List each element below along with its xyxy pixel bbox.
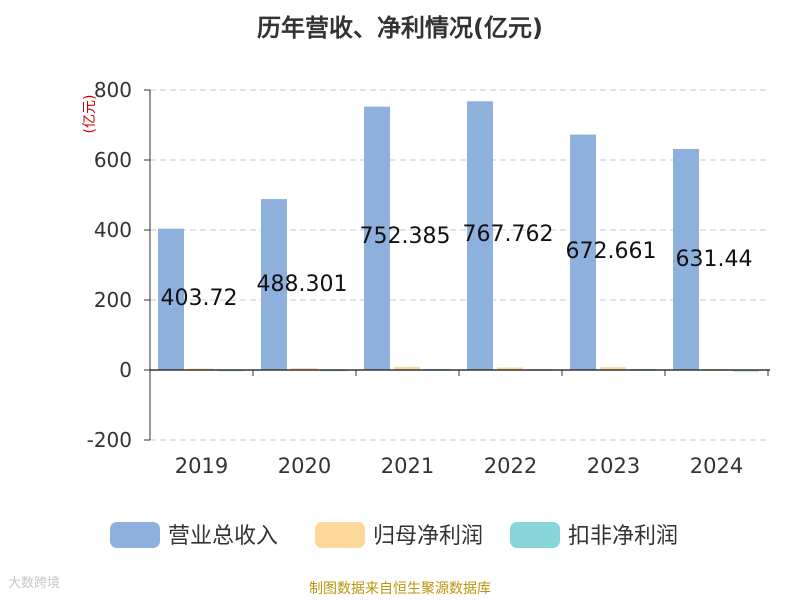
data-label: 403.72 bbox=[161, 286, 238, 311]
bar-0-2021 bbox=[364, 106, 390, 370]
y-tick-label: 200 bbox=[94, 288, 132, 312]
data-source: 制图数据来自恒生聚源数据库 bbox=[309, 581, 491, 597]
y-tick-label: 800 bbox=[94, 78, 132, 102]
legend-label-2: 扣非净利润 bbox=[568, 524, 678, 549]
data-label: 672.661 bbox=[566, 239, 657, 264]
bar-0-2023 bbox=[570, 134, 596, 370]
y-tick-label: 0 bbox=[119, 358, 132, 382]
legend-label-1: 归母净利润 bbox=[373, 524, 483, 549]
data-label: 488.301 bbox=[257, 272, 348, 297]
x-tick-label: 2024 bbox=[690, 454, 743, 478]
y-tick-label: -200 bbox=[87, 428, 132, 452]
bar-0-2020 bbox=[261, 199, 287, 370]
bar-1-2021 bbox=[394, 366, 420, 370]
bar-1-2020 bbox=[291, 368, 317, 370]
bar-0-2019 bbox=[158, 228, 184, 370]
legend-swatch-1 bbox=[315, 522, 365, 548]
legend-label-0: 营业总收入 bbox=[168, 524, 278, 549]
watermark: 大数跨境 bbox=[8, 576, 61, 591]
chart-title: 历年营收、净利情况(亿元) bbox=[257, 14, 543, 42]
data-label: 767.762 bbox=[463, 222, 554, 247]
data-label: 752.385 bbox=[360, 224, 451, 249]
x-tick-label: 2022 bbox=[484, 454, 537, 478]
x-tick-label: 2023 bbox=[587, 454, 640, 478]
legend-swatch-0 bbox=[110, 522, 160, 548]
x-tick-label: 2020 bbox=[278, 454, 331, 478]
bar-0-2022 bbox=[467, 101, 493, 371]
legend-swatch-2 bbox=[510, 522, 560, 548]
x-tick-label: 2021 bbox=[381, 454, 434, 478]
data-label: 631.44 bbox=[676, 247, 753, 272]
bar-0-2024 bbox=[673, 148, 699, 370]
y-axis-label: (亿元) bbox=[82, 95, 98, 134]
y-tick-label: 400 bbox=[94, 218, 132, 242]
y-tick-label: 600 bbox=[94, 148, 132, 172]
x-tick-label: 2019 bbox=[175, 454, 228, 478]
bar-1-2023 bbox=[600, 367, 626, 370]
bar-1-2022 bbox=[497, 367, 523, 370]
